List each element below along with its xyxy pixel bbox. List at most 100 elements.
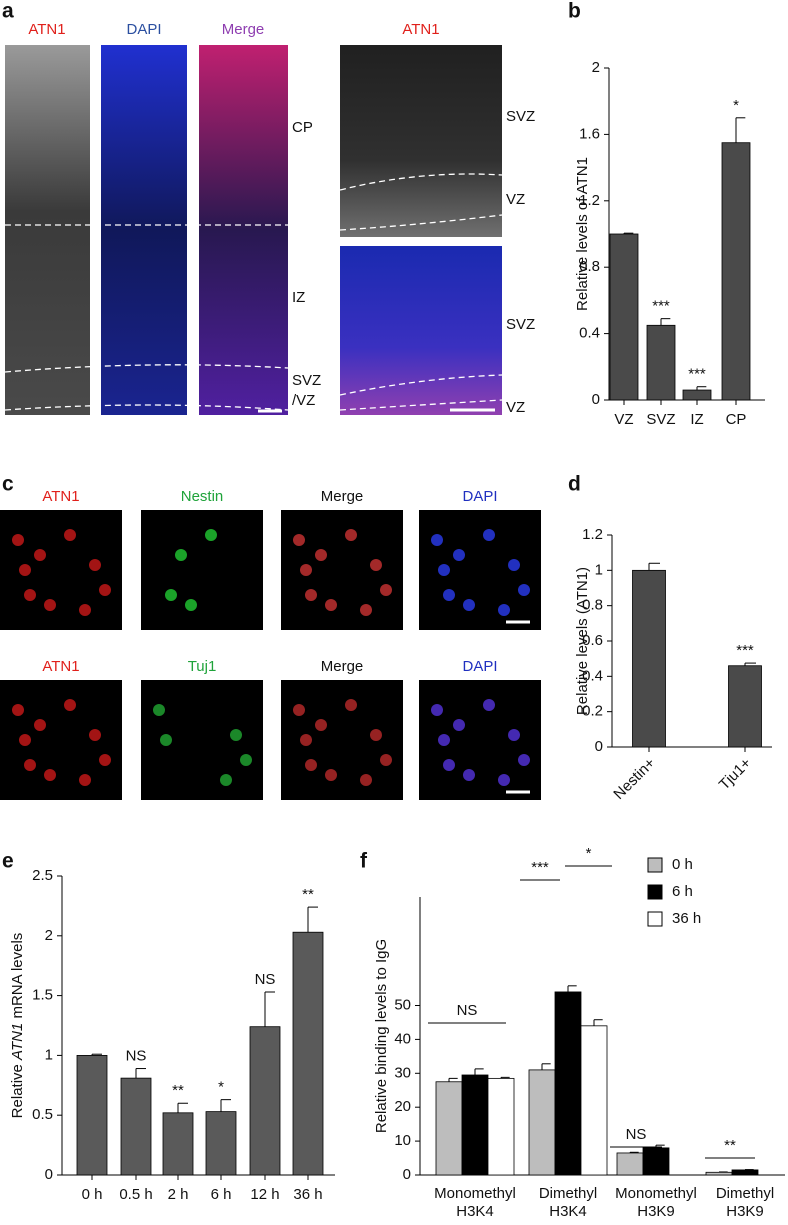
panel-letter: f — [360, 850, 368, 873]
cell — [443, 589, 455, 601]
chart: 0 0.5 1 1.5 2 2.5 Relative ATN1 mRNA levels 0 h… — [9, 867, 335, 1203]
cell — [175, 549, 187, 561]
legend-swatch — [647, 857, 663, 873]
y-tick-label: 0 — [595, 738, 603, 755]
x-tick-label: H3K9 — [637, 1203, 675, 1220]
bar — [120, 1077, 152, 1176]
cell — [44, 599, 56, 611]
cell — [205, 529, 217, 541]
image — [101, 45, 187, 415]
cell — [345, 699, 357, 711]
bar — [162, 1112, 194, 1176]
y-tick-label: 0 — [45, 1166, 53, 1183]
x-tick-label: 0 h — [82, 1186, 103, 1203]
image — [141, 680, 263, 800]
panel-letter: c — [2, 473, 14, 496]
cell — [315, 549, 327, 561]
inset-image — [340, 246, 502, 415]
cell — [431, 704, 443, 716]
cell — [19, 564, 31, 576]
annotation: * — [586, 845, 592, 862]
cell — [370, 559, 382, 571]
cell — [431, 534, 443, 546]
significance: *** — [736, 642, 754, 659]
y-tick-label: 1 — [595, 561, 603, 578]
y-tick-label: 0.4 — [579, 325, 600, 342]
cell — [99, 584, 111, 596]
cell — [12, 534, 24, 546]
bar — [76, 1055, 108, 1176]
bar — [580, 1025, 608, 1176]
zone-label: SVZ — [506, 316, 535, 333]
cell — [360, 774, 372, 786]
cell — [463, 599, 475, 611]
x-tick-label: Nestin+ — [610, 754, 658, 802]
image — [141, 510, 263, 630]
y-tick-label: 1.2 — [579, 192, 600, 209]
cell — [518, 584, 530, 596]
channel-label: ATN1 — [28, 21, 65, 38]
zone-lines — [339, 173, 503, 411]
significance: * — [733, 97, 739, 114]
cell — [99, 754, 111, 766]
panel-letter: a — [2, 0, 14, 23]
y-tick-label: 50 — [394, 996, 411, 1013]
cell — [300, 734, 312, 746]
y-tick-label: 0.6 — [582, 632, 603, 649]
cell — [443, 759, 455, 771]
panel-a: ATN1 DAPI Merge CP IZ SVZ /VZ ATN1 SVZ V… — [4, 21, 535, 416]
y-tick-label: 0.8 — [579, 258, 600, 275]
x-tick-label: Dimethyl — [716, 1185, 774, 1202]
channel-label: DAPI — [462, 488, 497, 505]
significance: NS — [255, 971, 276, 988]
bar — [609, 233, 639, 401]
x-tick-label: H3K9 — [726, 1203, 764, 1220]
zone-label: VZ — [506, 399, 525, 416]
x-tick-label: H3K4 — [549, 1203, 587, 1220]
image — [199, 45, 288, 415]
y-tick-label: 0.8 — [582, 597, 603, 614]
annotation: NS — [457, 1002, 478, 1019]
annotation: *** — [531, 859, 549, 876]
legend-label: 36 h — [672, 910, 701, 927]
cell — [453, 719, 465, 731]
cell — [44, 769, 56, 781]
cell — [305, 759, 317, 771]
cell — [24, 589, 36, 601]
cell — [64, 529, 76, 541]
image — [281, 510, 403, 630]
legend-label: 6 h — [672, 883, 693, 900]
cell — [240, 754, 252, 766]
y-axis-label-part: ATN1 — [9, 1023, 26, 1061]
image — [5, 45, 90, 415]
cell — [89, 729, 101, 741]
cell — [438, 564, 450, 576]
cell — [508, 559, 520, 571]
cell — [305, 589, 317, 601]
channel-label: DAPI — [462, 658, 497, 675]
x-tick-label: 12 h — [250, 1186, 279, 1203]
cell — [64, 699, 76, 711]
y-axis-label: Relative levels of ATN1 — [574, 157, 591, 311]
chart: 0 0.4 0.8 1.2 1.6 2 Relative levels of ATN1 VZ *… — [574, 59, 765, 428]
annotation: ** — [724, 1137, 736, 1154]
bar — [528, 1069, 556, 1176]
y-tick-label: 1 — [45, 1046, 53, 1063]
x-tick-label: Monomethyl — [434, 1185, 516, 1202]
channel-label: Merge — [321, 658, 364, 675]
bar — [616, 1152, 644, 1176]
cell — [79, 774, 91, 786]
cell — [315, 719, 327, 731]
x-tick-label: Monomethyl — [615, 1185, 697, 1202]
cell — [463, 769, 475, 781]
cell — [438, 734, 450, 746]
y-axis-label: Relative levels (ATN1) — [574, 567, 591, 715]
cell — [380, 584, 392, 596]
panel-c: ATN1 Nestin Merge DAPI ATN1 Tuj1 Merge DAPI — [0, 488, 541, 800]
x-tick-label: VZ — [614, 411, 633, 428]
x-tick-label: 36 h — [293, 1186, 322, 1203]
x-tick-label: Dimethyl — [539, 1185, 597, 1202]
panel-letter: e — [2, 850, 14, 873]
